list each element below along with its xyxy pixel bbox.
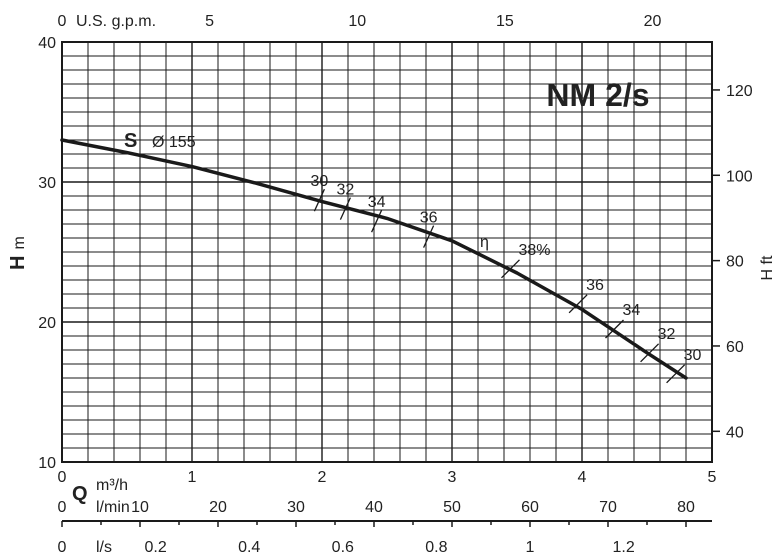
ls-tick-label: 0.8	[425, 539, 447, 556]
grid-lines	[62, 42, 712, 462]
efficiency-label: 32	[658, 326, 676, 343]
ls-tick-label: 0.6	[332, 539, 354, 556]
efficiency-label: 34	[368, 194, 386, 211]
plot-frame	[61, 41, 713, 463]
lmin-axis-unit: l/min	[96, 499, 130, 516]
top-axis-gpm: 0 5 10 15 20 U.S. g.p.m.	[58, 13, 662, 30]
efficiency-tick	[501, 259, 520, 279]
efficiency-tick	[640, 343, 660, 363]
lmin-tick-label: 60	[521, 499, 539, 516]
y-axis-unit: m	[11, 236, 28, 249]
lmin-tick-label: 20	[209, 499, 227, 516]
ls-tick-label: 1	[526, 539, 535, 556]
head-curve-line	[60, 138, 688, 380]
efficiency-tick	[423, 225, 435, 248]
ls-tick-label: 0	[58, 539, 67, 556]
x-tick-label-m3h: 2	[318, 469, 327, 486]
ls-axis-unit: l/s	[96, 539, 112, 556]
efficiency-label: 34	[623, 302, 641, 319]
lmin-tick-label: 80	[677, 499, 695, 516]
ls-tick-label: 0.2	[144, 539, 166, 556]
gpm-tick-label: 15	[496, 13, 514, 30]
y-axis-label-m: Hm	[7, 236, 29, 270]
impeller-label: S	[124, 130, 137, 152]
x-tick-label-m3h: 3	[448, 469, 457, 486]
y-tick-label-m: 30	[38, 175, 56, 192]
lmin-tick-label: 30	[287, 499, 305, 516]
y-tick-label-m: 10	[38, 455, 56, 472]
ls-tick-label: 1.2	[612, 539, 634, 556]
x-axis-symbol: Q	[72, 483, 88, 505]
efficiency-symbol: η	[480, 234, 489, 251]
lmin-tick-label: 10	[131, 499, 149, 516]
lmin-tick-label: 0	[58, 499, 67, 516]
gpm-tick-label: 10	[348, 13, 366, 30]
efficiency-tick	[666, 364, 686, 384]
efficiency-label: 36	[420, 210, 438, 227]
x-axis-unit-m3h: m³/h	[96, 477, 128, 494]
efficiency-tick	[313, 188, 325, 212]
ft-tick-label: 100	[726, 168, 753, 185]
ls-tick-label: 0.4	[238, 539, 260, 556]
y-tick-label-m: 40	[38, 35, 56, 52]
gpm-axis-label: U.S. g.p.m.	[76, 13, 156, 30]
efficiency-label: 36	[586, 277, 604, 294]
impeller-diameter: Ø 155	[152, 134, 196, 151]
x-tick-label-m3h: 4	[578, 469, 587, 486]
head-curve-group	[60, 138, 688, 380]
efficiency-marks: 30 32 34 36 38% 36 34 32 30	[311, 173, 702, 384]
efficiency-tick	[371, 209, 383, 233]
efficiency-tick	[568, 294, 588, 314]
efficiency-tick	[339, 197, 351, 220]
ft-tick-label: 120	[726, 83, 753, 100]
ft-tick-label: 40	[726, 424, 744, 441]
y-axis-label-ft: H ft	[759, 255, 776, 280]
efficiency-label: 30	[684, 347, 702, 364]
chart-title: NM 2/s	[546, 77, 649, 113]
right-axis-head-ft: 40 60 80 100 120 H ft	[712, 83, 776, 441]
ft-tick-label: 60	[726, 339, 744, 356]
x-tick-label-m3h: 1	[188, 469, 197, 486]
efficiency-label: 30	[311, 173, 329, 190]
left-axis-head-m: 10 20 30 40 Hm	[7, 35, 56, 472]
gpm-tick-label: 0	[58, 13, 67, 30]
y-tick-label-m: 20	[38, 315, 56, 332]
x-tick-label-m3h: 5	[708, 469, 717, 486]
bottom-axis-flow: 0 1 2 3 4 5 Q m³/h 0 10 20 30 40 50 60 70 80 l/min 0 0.2 0.4…	[58, 469, 717, 556]
lmin-tick-label: 40	[365, 499, 383, 516]
efficiency-label: 38%	[519, 242, 551, 259]
y-axis-symbol: H	[7, 256, 29, 270]
gpm-tick-label: 5	[205, 13, 214, 30]
lmin-tick-label: 50	[443, 499, 461, 516]
gpm-tick-label: 20	[644, 13, 662, 30]
lmin-tick-label: 70	[599, 499, 617, 516]
efficiency-label: 32	[337, 182, 355, 199]
ft-tick-label: 80	[726, 254, 744, 271]
efficiency-tick	[605, 319, 624, 339]
x-tick-label-m3h: 0	[58, 469, 67, 486]
